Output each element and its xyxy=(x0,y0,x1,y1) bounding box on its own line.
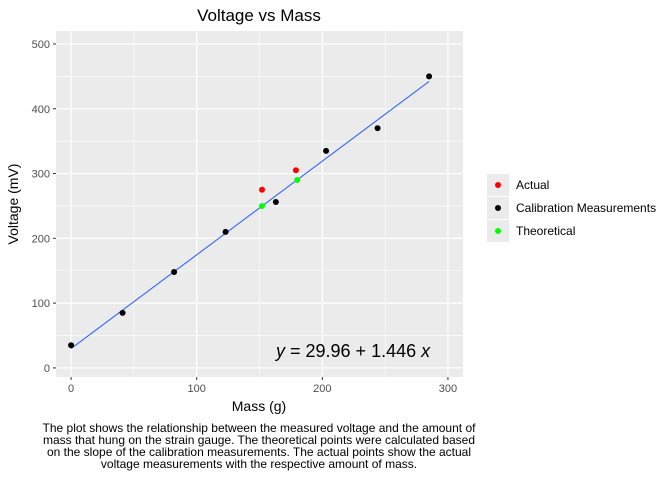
x-axis: 0 100 200 300 xyxy=(68,377,457,395)
legend-swatch xyxy=(495,228,501,234)
y-tick-label: 100 xyxy=(32,298,50,310)
equation-y-symbol: y xyxy=(274,341,286,361)
data-point xyxy=(272,199,279,206)
y-tick-label: 500 xyxy=(32,39,50,51)
data-point xyxy=(259,202,266,209)
legend-label: Calibration Measurements xyxy=(516,201,656,215)
data-point xyxy=(259,186,266,193)
legend: Actual Calibration Measurements Theoretica… xyxy=(487,174,656,242)
caption-line: on the slope of the calibration measurem… xyxy=(46,445,472,459)
caption-line: mass that hung on the strain gauge. The … xyxy=(42,433,476,447)
data-point xyxy=(119,309,126,316)
x-tick-label: 100 xyxy=(188,383,206,395)
y-tick-label: 400 xyxy=(32,104,50,116)
chart-caption: The plot shows the relationship between … xyxy=(30,422,488,470)
y-tick-label: 300 xyxy=(32,169,50,181)
equation-body: = 29.96 + 1.446 xyxy=(285,341,421,361)
y-axis: 0 100 200 300 400 500 xyxy=(32,39,56,375)
data-points xyxy=(68,73,433,349)
fit-line xyxy=(70,81,430,349)
data-point xyxy=(68,342,75,349)
data-point xyxy=(222,228,229,235)
legend-label: Theoretical xyxy=(516,224,575,238)
y-tick-label: 0 xyxy=(44,363,50,375)
x-tick-label: 300 xyxy=(439,383,457,395)
equation-x-symbol: x xyxy=(420,341,431,361)
data-point xyxy=(374,125,381,132)
x-tick-label: 200 xyxy=(313,383,331,395)
grid-major xyxy=(56,31,463,377)
data-point xyxy=(323,147,330,154)
chart-title: Voltage vs Mass xyxy=(197,6,321,25)
data-point xyxy=(294,177,301,184)
legend-swatch xyxy=(495,182,501,188)
y-axis-label: Voltage (mV) xyxy=(5,164,21,245)
legend-label: Actual xyxy=(516,178,549,192)
legend-swatch xyxy=(495,205,501,211)
caption-line: voltage measurements with the respective… xyxy=(100,457,418,471)
equation-annotation: y = 29.96 + 1.446 x xyxy=(274,341,431,361)
y-tick-label: 200 xyxy=(32,233,50,245)
x-tick-label: 0 xyxy=(68,383,74,395)
data-point xyxy=(171,269,178,276)
x-axis-label: Mass (g) xyxy=(232,398,286,414)
caption-line: The plot shows the relationship between … xyxy=(42,421,476,435)
data-point xyxy=(426,73,433,80)
chart: Voltage vs Mass y = 29.96 + 1.446 x 0 100… xyxy=(5,6,656,414)
data-point xyxy=(292,167,299,174)
